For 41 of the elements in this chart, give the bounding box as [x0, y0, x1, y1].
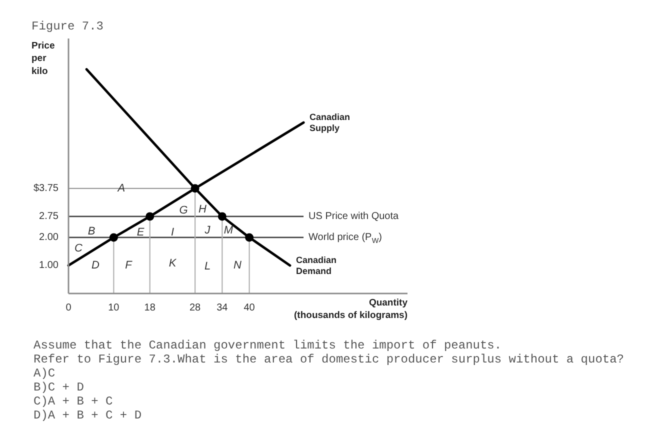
- chart-title: Figure 7.3: [32, 20, 104, 34]
- point: [190, 184, 200, 193]
- y-tick-label: 2.75: [39, 210, 59, 222]
- text: D)A + B + C + D: [34, 408, 142, 422]
- annotation: G: [179, 204, 188, 216]
- x-tick-label: 18: [144, 302, 156, 314]
- annotation: C: [74, 242, 83, 254]
- x-tick-label: 10: [108, 302, 120, 314]
- annotation: E: [136, 226, 145, 238]
- y-tick-label: $3.75: [33, 182, 59, 194]
- x-tick-label: 34: [216, 302, 228, 314]
- ref-line-label: US Price with Quota: [308, 210, 400, 222]
- point: [245, 233, 254, 242]
- x-tick-label: 40: [244, 302, 256, 314]
- annotation: J: [204, 224, 211, 236]
- text: A)C: [34, 366, 56, 380]
- y-axis-title: Price per kilo: [32, 40, 55, 77]
- series-label: Canadian Demand: [296, 254, 336, 276]
- y-tick-label: 2.00: [39, 232, 59, 243]
- annotation: K: [168, 258, 177, 270]
- y-tick-label: 1.00: [39, 260, 59, 271]
- annotation: L: [204, 260, 211, 272]
- series-label: Canadian Supply: [310, 112, 350, 134]
- annotation: I: [170, 226, 174, 238]
- annotation: D: [92, 260, 100, 272]
- annotation: H: [198, 204, 207, 216]
- text: B)C + D: [34, 380, 84, 394]
- x-tick-label: 28: [190, 302, 202, 314]
- x-tick-label: 0: [66, 302, 72, 314]
- annotation: B: [88, 226, 96, 238]
- point: [218, 212, 226, 221]
- annotation: F: [125, 260, 134, 272]
- x-axis-title: Quantity (thousands of kilograms): [294, 298, 408, 322]
- text: C)A + B + C: [34, 394, 113, 408]
- text: Refer to Figure 7.3.What is the area of domestic producer surplus without a quota?: [34, 352, 624, 366]
- annotation: A: [116, 182, 126, 194]
- point: [109, 233, 118, 242]
- text: Assume that the Canadian government limits the import of peanuts.: [34, 338, 502, 352]
- annotation: M: [224, 224, 234, 236]
- annotation: N: [234, 260, 242, 272]
- point: [146, 212, 154, 221]
